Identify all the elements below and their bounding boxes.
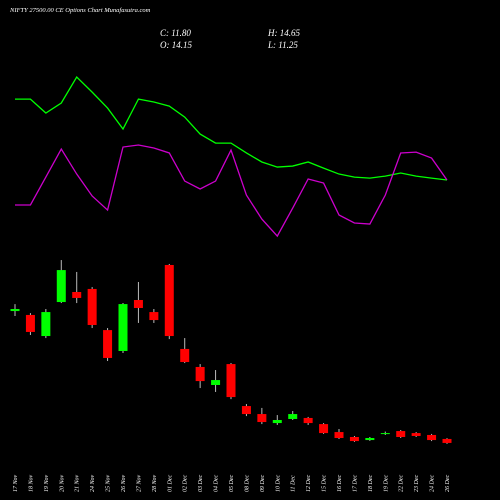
candle-body: [319, 424, 329, 434]
indicator-line: [15, 75, 448, 181]
candle-body: [349, 436, 359, 442]
candle-body: [288, 414, 298, 419]
candle-body: [241, 406, 251, 415]
x-tick-label: 17 Nov: [13, 474, 19, 492]
x-tick-label: 19 Nov: [44, 474, 50, 492]
x-tick-label: 16 Dec: [337, 475, 343, 492]
low-label: L: 11.25: [267, 40, 298, 50]
x-tick-label: 05 Dec: [229, 475, 235, 492]
x-tick-label: 26 Dec: [445, 475, 451, 492]
candle-body: [411, 433, 421, 436]
candle-body: [195, 366, 205, 382]
candle-body: [272, 419, 282, 424]
x-tick-label: 18 Dec: [368, 475, 374, 492]
candle-body: [25, 314, 35, 332]
x-tick-label: 10 Dec: [275, 475, 281, 492]
x-tick-label: 24 Nov: [89, 474, 96, 492]
x-tick-label: 03 Dec: [198, 475, 204, 492]
x-tick-label: 22 Dec: [399, 475, 405, 492]
x-tick-label: 08 Dec: [244, 475, 250, 492]
candle-body: [56, 270, 66, 303]
x-tick-label: 17 Dec: [352, 475, 358, 492]
candle-body: [118, 304, 128, 351]
candle-body: [72, 292, 82, 298]
candle-body: [164, 264, 174, 337]
x-tick-label: 09 Dec: [260, 475, 266, 492]
candle-body: [41, 312, 51, 337]
candle-body: [396, 431, 406, 437]
candle-body: [103, 330, 113, 358]
x-tick-label: 27 Nov: [136, 474, 142, 492]
x-tick-label: 04 Dec: [213, 475, 220, 492]
x-tick-label: 26 Nov: [121, 474, 127, 492]
candle-body: [149, 312, 159, 321]
candle-body: [365, 438, 375, 441]
candle-body: [257, 414, 267, 423]
open-label: O: 14.15: [160, 40, 192, 50]
candle-body: [226, 364, 236, 398]
x-tick-label: 15 Dec: [322, 475, 328, 492]
x-tick-label: 25 Nov: [106, 474, 112, 492]
x-tick-label: 12 Dec: [306, 475, 312, 492]
x-tick-label: 21 Nov: [75, 474, 81, 492]
x-tick-label: 24 Dec: [429, 475, 436, 492]
chart-title: NIFTY 27500.00 CE Options Chart Munafasu…: [9, 7, 151, 14]
candle-body: [87, 288, 97, 325]
candle-body: [427, 434, 437, 441]
x-tick-label: 01 Dec: [167, 475, 173, 492]
indicator-line: [15, 144, 448, 238]
x-tick-label: 20 Nov: [59, 474, 65, 492]
x-tick-label: 28 Nov: [152, 474, 158, 492]
close-label: C: 11.80: [160, 28, 191, 38]
candle-body: [442, 438, 452, 443]
candle-body: [211, 380, 221, 385]
candle-body: [303, 417, 313, 424]
x-tick-label: 23 Dec: [414, 475, 420, 492]
x-tick-label: 19 Dec: [383, 475, 389, 492]
high-label: H: 14.65: [267, 28, 300, 38]
x-tick-label: 11 Dec: [291, 475, 297, 492]
candle-body: [380, 433, 390, 435]
candle-body: [334, 432, 344, 439]
x-tick-label: 02 Dec: [183, 475, 189, 492]
candle-body: [133, 299, 143, 308]
x-tick-label: 18 Nov: [28, 474, 34, 492]
candle-body: [180, 348, 190, 363]
candle-body: [10, 309, 20, 312]
